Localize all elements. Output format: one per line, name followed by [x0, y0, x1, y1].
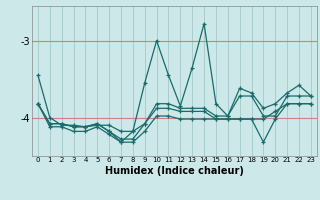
- X-axis label: Humidex (Indice chaleur): Humidex (Indice chaleur): [105, 166, 244, 176]
